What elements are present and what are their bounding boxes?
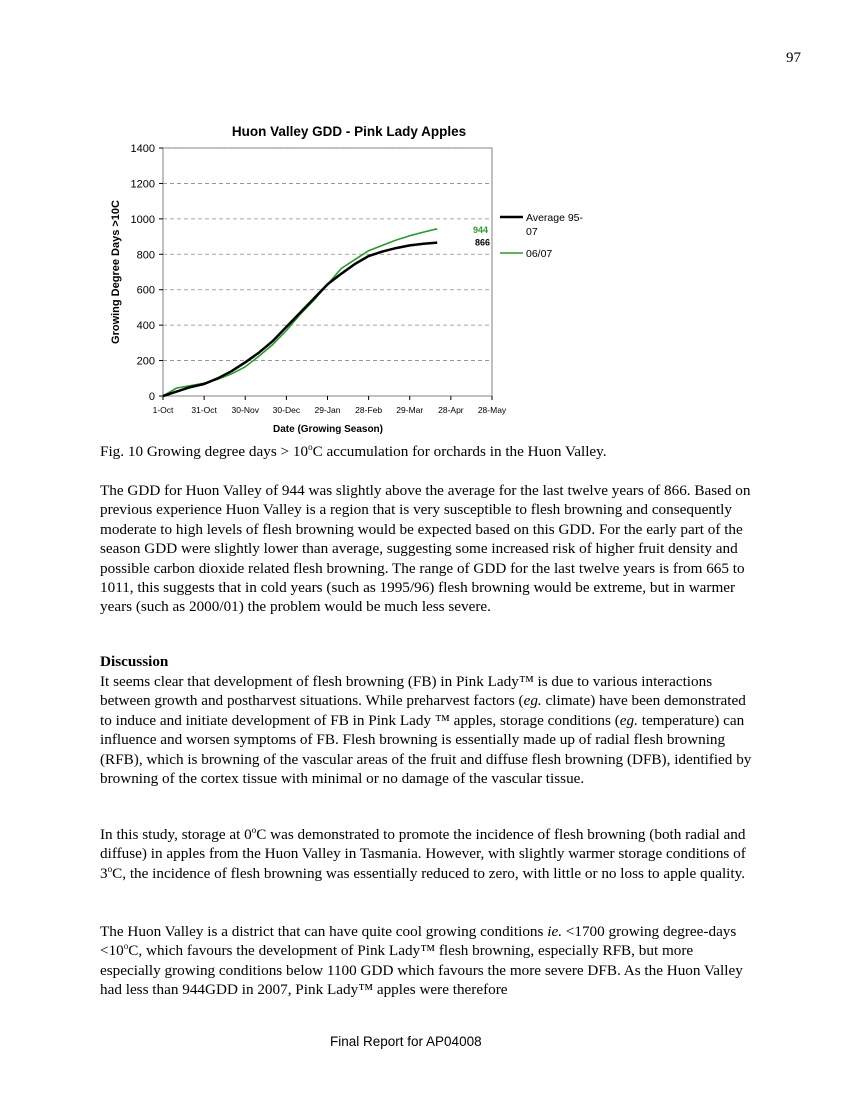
p2-em-b: eg. xyxy=(619,711,638,729)
p3-text-a: In this study, storage at 0 xyxy=(100,826,252,843)
x-axis-label: Date (Growing Season) xyxy=(273,424,383,435)
x-tick-label: 1-Oct xyxy=(153,405,174,415)
plot-area xyxy=(162,147,493,397)
series-lines xyxy=(162,228,438,398)
y-tick-label: 1400 xyxy=(131,143,155,155)
paragraph-huon-valley: The Huon Valley is a district that can h… xyxy=(100,922,754,1000)
caption-degree: o xyxy=(308,441,313,452)
p3-degree-2: o xyxy=(107,863,113,874)
x-tick-label: 30-Dec xyxy=(273,405,301,415)
x-axis-ticks: 1-Oct 31-Oct 30-Nov 30-Dec 29-Jan 28-Feb 29-Ma… xyxy=(153,396,507,415)
x-tick-label: 31-Oct xyxy=(191,405,217,415)
x-tick-label: 29-Mar xyxy=(396,405,423,415)
p4-degree: o xyxy=(123,941,129,952)
p4-text-c: C, which favours the development of Pink… xyxy=(100,942,743,999)
y-tick-label: 400 xyxy=(137,320,155,332)
paragraph-discussion: It seems clear that development of flesh… xyxy=(100,672,754,788)
p4-text-b: <1700 growing degree-days <10 xyxy=(100,923,737,960)
y-tick-label: 800 xyxy=(137,249,155,261)
x-tick-label: 28-Feb xyxy=(355,405,382,415)
y-tick-label: 0 xyxy=(149,391,155,403)
legend-label-average-line2: 07 xyxy=(526,226,538,238)
x-tick-label: 29-Jan xyxy=(315,405,341,415)
y-tick-label: 1200 xyxy=(131,178,155,190)
p3-text-c: C, the incidence of flesh browning was e… xyxy=(112,864,746,882)
paragraph-storage-study: In this study, storage at 0oC was demons… xyxy=(100,825,754,883)
discussion-heading: Discussion xyxy=(100,653,169,670)
y-tick-label: 600 xyxy=(137,285,155,297)
x-tick-label: 30-Nov xyxy=(232,405,260,415)
end-label-average: 866 xyxy=(475,238,490,248)
caption-prefix: Fig. 10 Growing degree days > 10 xyxy=(100,443,309,460)
legend-label-0607: 06/07 xyxy=(526,248,552,260)
gdd-chart-svg: Huon Valley GDD - Pink Lady Apples 0 200 4… xyxy=(110,124,584,435)
p3-text-b: C was demonstrated to promote the incide… xyxy=(100,826,746,882)
p2-text-b: climate) have been demonstrated to induc… xyxy=(100,692,746,729)
grid-lines xyxy=(163,147,492,361)
caption-suffix: C accumulation for orchards in the Huon … xyxy=(312,443,607,460)
page-footer: Final Report for AP04008 xyxy=(330,1034,482,1049)
p2-em-a: eg. xyxy=(523,692,542,710)
p2-text-c: temperature) can influence and worsen sy… xyxy=(100,711,752,788)
chart-title: Huon Valley GDD - Pink Lady Apples xyxy=(232,124,466,139)
y-axis-ticks: 0 200 400 600 800 1000 1200 1400 xyxy=(131,143,163,403)
paragraph-gdd-summary: The GDD for Huon Valley of 944 was sligh… xyxy=(100,482,751,616)
y-axis-label: Growing Degree Days >10C xyxy=(110,200,122,344)
end-label-0607: 944 xyxy=(473,225,488,235)
x-tick-label: 28-May xyxy=(478,405,507,415)
legend: Average 95- 07 06/07 xyxy=(500,212,584,260)
p3-degree-1: o xyxy=(251,824,257,835)
legend-label-average-line1: Average 95- xyxy=(526,212,584,224)
y-tick-label: 1000 xyxy=(131,214,155,226)
series-line-average xyxy=(162,241,438,398)
x-tick-label: 28-Apr xyxy=(438,405,464,415)
y-tick-label: 200 xyxy=(137,356,155,368)
p4-text-a: The Huon Valley is a district that can h… xyxy=(100,923,548,940)
gdd-chart: Huon Valley GDD - Pink Lady Apples 0 200 4… xyxy=(100,118,620,440)
p2-text-a: It seems clear that development of flesh… xyxy=(100,673,713,710)
figure-caption: Fig. 10 Growing degree days > 10oC accum… xyxy=(100,442,760,462)
page-number: 97 xyxy=(786,50,801,66)
p4-em: ie. xyxy=(547,923,562,940)
